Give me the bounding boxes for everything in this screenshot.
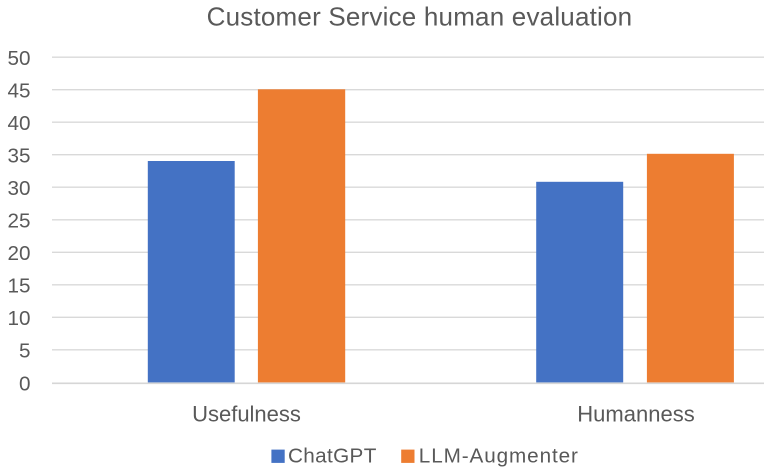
- svg-text:50: 50: [7, 47, 30, 70]
- svg-text:25: 25: [7, 210, 30, 233]
- svg-text:20: 20: [7, 242, 30, 265]
- svg-text:LLM-Augmenter: LLM-Augmenter: [419, 444, 579, 467]
- svg-text:Customer Service human evaluat: Customer Service human evaluation: [207, 2, 633, 32]
- svg-text:Humanness: Humanness: [577, 402, 694, 427]
- svg-text:45: 45: [7, 80, 30, 103]
- svg-text:Usefulness: Usefulness: [192, 402, 301, 427]
- svg-text:40: 40: [7, 112, 30, 135]
- svg-text:0: 0: [19, 373, 31, 396]
- svg-text:10: 10: [7, 307, 30, 330]
- svg-text:30: 30: [7, 177, 30, 200]
- svg-text:15: 15: [7, 275, 30, 298]
- svg-text:5: 5: [19, 340, 31, 363]
- svg-text:35: 35: [7, 145, 30, 168]
- svg-text:ChatGPT: ChatGPT: [288, 444, 377, 467]
